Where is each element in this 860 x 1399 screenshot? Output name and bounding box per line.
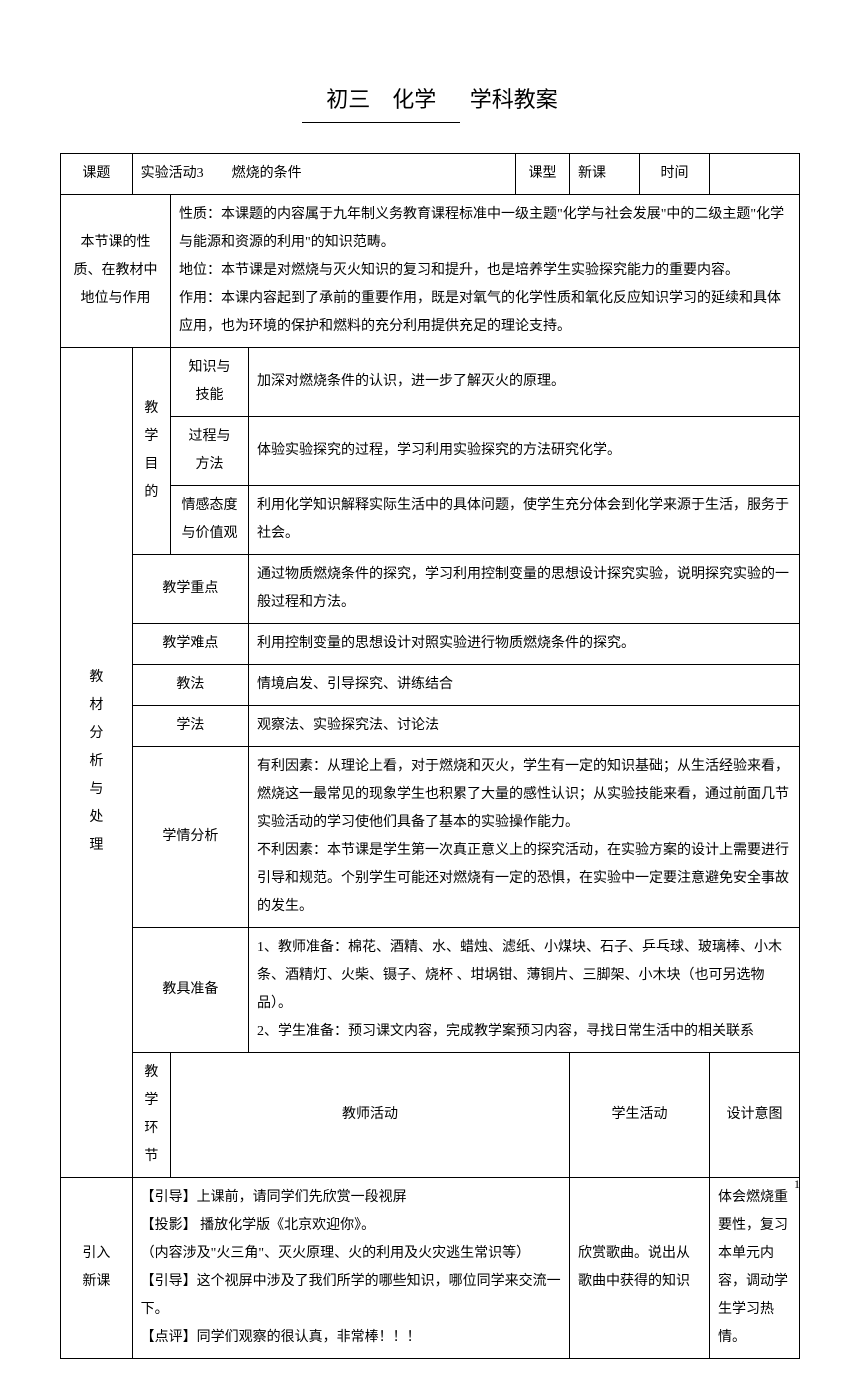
learn-method-row: 学法 观察法、实验探究法、讨论法 bbox=[61, 705, 800, 746]
steps-header-row: 教学 环节 教师活动 学生活动 设计意图 bbox=[61, 1052, 800, 1177]
mudi-label: 教 学 目 的 bbox=[132, 347, 170, 554]
focus-body: 通过物质燃烧条件的探究，学习利用控制变量的思想设计探究实验，说明探究实验的一般过… bbox=[249, 554, 800, 623]
tools-row: 教具准备 1、教师准备：棉花、酒精、水、蜡烛、滤纸、小煤块、石子、乒乓球、玻璃棒… bbox=[61, 927, 800, 1052]
goal-a-label: 情感态度 与价值观 bbox=[171, 485, 249, 554]
goal-k-body: 加深对燃烧条件的认识，进一步了解灭火的原理。 bbox=[249, 347, 800, 416]
learn-method-body: 观察法、实验探究法、讨论法 bbox=[249, 705, 800, 746]
difficulty-body: 利用控制变量的思想设计对照实验进行物质燃烧条件的探究。 bbox=[249, 623, 800, 664]
teach-method-body: 情境启发、引导探究、讲练结合 bbox=[249, 664, 800, 705]
teach-method-row: 教法 情境启发、引导探究、讲练结合 bbox=[61, 664, 800, 705]
time-value bbox=[710, 153, 800, 194]
intro-teacher: 【引导】上课前，请同学们先欣赏一段视屏 【投影】 播放化学版《北京欢迎你》。 （… bbox=[132, 1177, 569, 1358]
title-underlined: 初三 化学 bbox=[302, 80, 460, 123]
intro-row: 引入 新课 【引导】上课前，请同学们先欣赏一段视屏 【投影】 播放化学版《北京欢… bbox=[61, 1177, 800, 1358]
nature-label: 本节课的性质、在教材中地位与作用 bbox=[61, 194, 171, 347]
goal-p-label: 过程与 方法 bbox=[171, 416, 249, 485]
goal-knowledge-row: 教 材 分 析 与 处 理 教 学 目 的 知识与 技能 加深对燃烧条件的认识，… bbox=[61, 347, 800, 416]
header-row: 课题 实验活动3 燃烧的条件 课型 新课 时间 bbox=[61, 153, 800, 194]
goal-attitude-row: 情感态度 与价值观 利用化学知识解释实际生活中的具体问题，使学生充分体会到化学来… bbox=[61, 485, 800, 554]
difficulty-row: 教学难点 利用控制变量的思想设计对照实验进行物质燃烧条件的探究。 bbox=[61, 623, 800, 664]
goal-a-body: 利用化学知识解释实际生活中的具体问题，使学生充分体会到化学来源于生活，服务于社会… bbox=[249, 485, 800, 554]
topic-label: 课题 bbox=[61, 153, 133, 194]
page-title: 初三 化学 学科教案 bbox=[60, 80, 800, 123]
time-label: 时间 bbox=[640, 153, 710, 194]
teach-method-label: 教法 bbox=[132, 664, 248, 705]
tools-body: 1、教师准备：棉花、酒精、水、蜡烛、滤纸、小煤块、石子、乒乓球、玻璃棒、小木条、… bbox=[249, 927, 800, 1052]
intro-intent: 体会燃烧重要性，复习本单元内容，调动学生学习热情。 bbox=[710, 1177, 800, 1358]
intro-student: 欣赏歌曲。说出从歌曲中获得的知识 bbox=[570, 1177, 710, 1358]
student-body: 有利因素：从理论上看，对于燃烧和灭火，学生有一定的知识基础；从生活经验来看，燃烧… bbox=[249, 746, 800, 927]
intent-header: 设计意图 bbox=[710, 1052, 800, 1177]
goal-p-body: 体验实验探究的过程，学习利用实验探究的方法研究化学。 bbox=[249, 416, 800, 485]
type-label: 课型 bbox=[516, 153, 570, 194]
difficulty-label: 教学难点 bbox=[132, 623, 248, 664]
learn-method-label: 学法 bbox=[132, 705, 248, 746]
goal-process-row: 过程与 方法 体验实验探究的过程，学习利用实验探究的方法研究化学。 bbox=[61, 416, 800, 485]
goal-k-label: 知识与 技能 bbox=[171, 347, 249, 416]
student-label: 学情分析 bbox=[132, 746, 248, 927]
stage-header: 教学 环节 bbox=[132, 1052, 170, 1177]
topic-value: 实验活动3 燃烧的条件 bbox=[132, 153, 515, 194]
title-plain: 学科教案 bbox=[470, 80, 558, 120]
lesson-plan-table: 课题 实验活动3 燃烧的条件 课型 新课 时间 本节课的性质、在教材中地位与作用… bbox=[60, 153, 800, 1359]
student-analysis-row: 学情分析 有利因素：从理论上看，对于燃烧和灭火，学生有一定的知识基础；从生活经验… bbox=[61, 746, 800, 927]
tools-label: 教具准备 bbox=[132, 927, 248, 1052]
nature-body: 性质：本课题的内容属于九年制义务教育课程标准中一级主题"化学与社会发展"中的二级… bbox=[171, 194, 800, 347]
type-value: 新课 bbox=[570, 153, 640, 194]
focus-row: 教学重点 通过物质燃烧条件的探究，学习利用控制变量的思想设计探究实验，说明探究实… bbox=[61, 554, 800, 623]
analysis-label: 教 材 分 析 与 处 理 bbox=[61, 347, 133, 1177]
intro-stage: 引入 新课 bbox=[61, 1177, 133, 1358]
teacher-header: 教师活动 bbox=[171, 1052, 570, 1177]
page-number: 1 bbox=[794, 1174, 800, 1196]
nature-row: 本节课的性质、在教材中地位与作用 性质：本课题的内容属于九年制义务教育课程标准中… bbox=[61, 194, 800, 347]
student-header: 学生活动 bbox=[570, 1052, 710, 1177]
focus-label: 教学重点 bbox=[132, 554, 248, 623]
